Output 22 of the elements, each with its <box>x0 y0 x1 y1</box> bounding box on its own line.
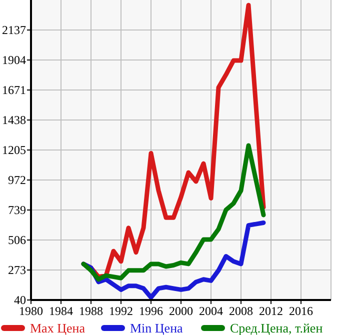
y-tick-label: 1904 <box>2 53 26 68</box>
legend-label: Max Цена <box>30 320 86 335</box>
y-tick-label: 1205 <box>2 143 26 158</box>
x-tick-label: 2000 <box>169 304 193 318</box>
legend-label: Сред.Цена, т.йен <box>230 320 323 335</box>
x-tick-label: 2012 <box>259 304 283 318</box>
x-tick-label: 1988 <box>79 304 103 318</box>
y-tick-label: 1671 <box>2 83 26 98</box>
y-tick-label: 273 <box>8 263 26 278</box>
x-tick-label: 1996 <box>139 304 163 318</box>
line-series <box>81 143 266 282</box>
y-tick-label: 1438 <box>2 113 26 128</box>
y-tick-label: 972 <box>8 173 26 188</box>
legend-label: Min Цена <box>130 320 184 335</box>
x-tick-label: 2016 <box>289 304 313 318</box>
x-tick-label: 2008 <box>229 304 253 318</box>
y-tick-label: 2137 <box>2 23 26 38</box>
x-tick-label: 1992 <box>109 304 133 318</box>
y-tick-label: 506 <box>8 233 26 248</box>
y-tick-label: 739 <box>8 203 26 218</box>
x-tick-label: 1984 <box>49 304 73 318</box>
x-tick-label: 2004 <box>199 304 223 318</box>
